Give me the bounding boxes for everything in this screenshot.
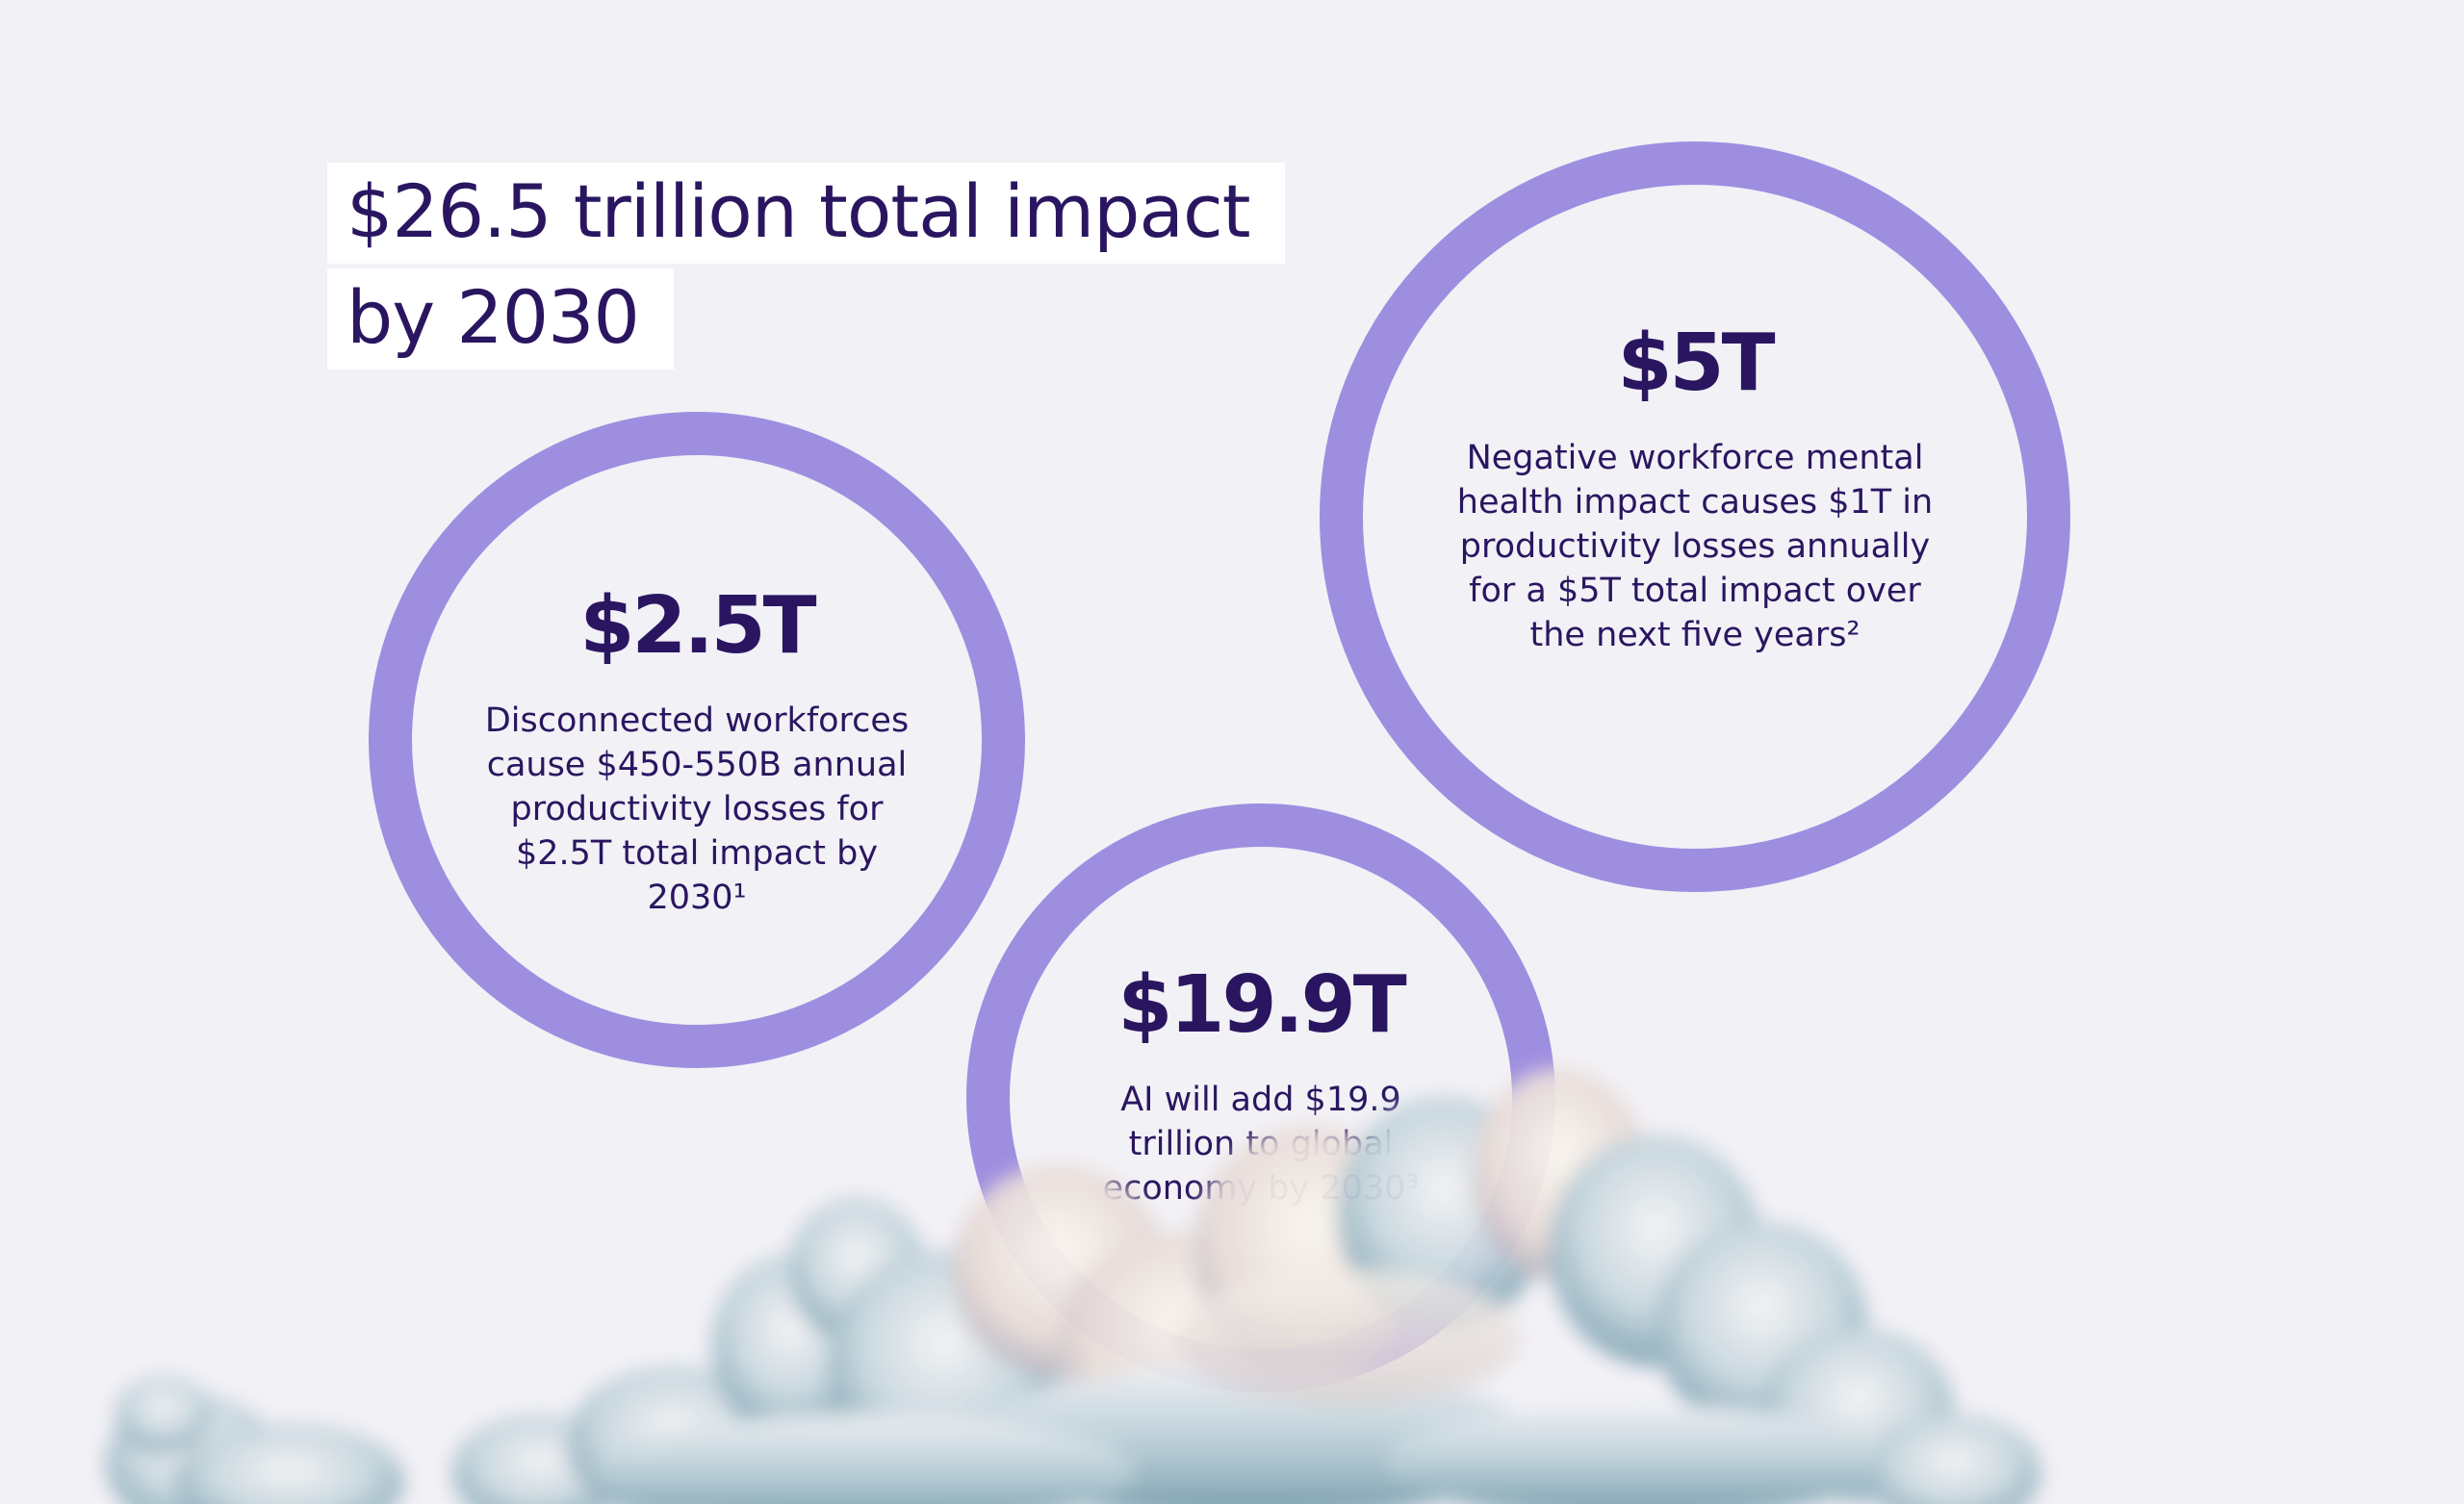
headline-line-1: $26.5 trillion total impact: [327, 163, 1285, 264]
stat-description: Negative workforce mental health impact …: [1456, 439, 1934, 654]
stat-value: $5T: [1617, 318, 1775, 409]
stat-circle-mental-health: $5T Negative workforce mental health imp…: [1320, 141, 2070, 892]
stat-description: Disconnected workforces cause $450-550B …: [484, 701, 910, 917]
stat-value: $19.9T: [1117, 959, 1406, 1051]
headline-line-2: by 2030: [327, 268, 674, 370]
stat-description: AI will add $19.9 trillion to global eco…: [1102, 1081, 1420, 1208]
stat-circle-disconnected-workforces: $2.5T Disconnected workforces cause $450…: [369, 412, 1025, 1068]
stat-circle-ai-economy: $19.9T AI will add $19.9 trillion to glo…: [966, 803, 1555, 1392]
headline: $26.5 trillion total impact by 2030: [327, 159, 1290, 370]
stat-value: $2.5T: [579, 580, 816, 672]
